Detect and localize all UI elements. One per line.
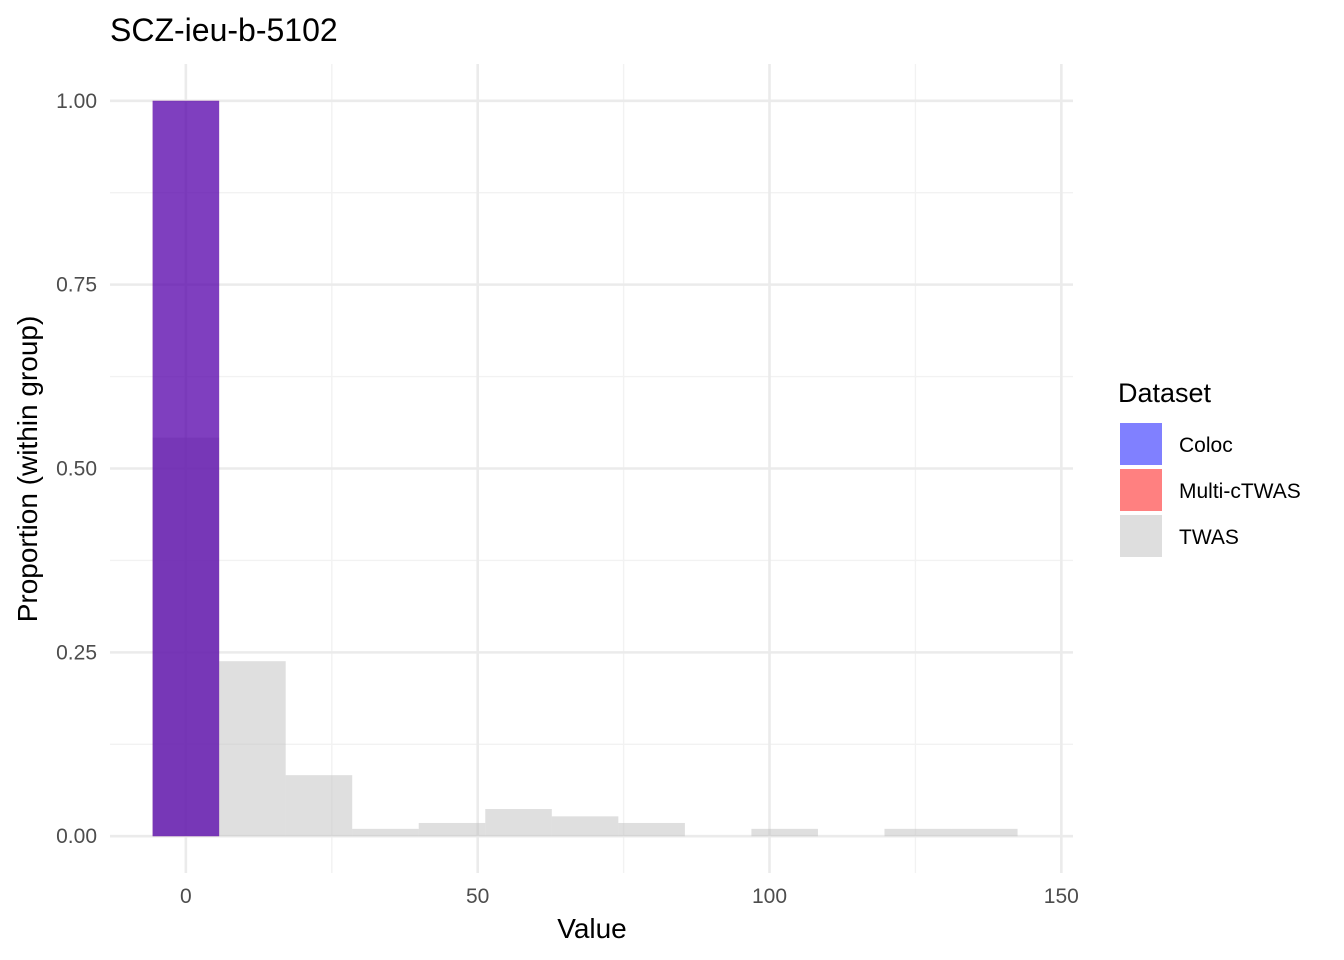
bar-twas — [751, 828, 818, 837]
legend-label-coloc: Coloc — [1179, 434, 1233, 457]
y-tick-label: 0.00 — [56, 825, 97, 848]
bar-twas — [951, 828, 1018, 837]
y-axis-title: Proportion (within group) — [12, 316, 43, 623]
bar-twas — [285, 775, 353, 837]
legend-swatch-multi-ctwas — [1120, 469, 1162, 511]
histogram-bars — [152, 100, 1018, 837]
bar-twas — [352, 828, 419, 837]
y-tick-label: 0.75 — [56, 274, 97, 297]
bar-twas — [418, 822, 486, 837]
x-tick-label: 100 — [752, 885, 787, 908]
y-tick-label: 1.00 — [56, 90, 97, 113]
x-axis-title: Value — [557, 913, 627, 944]
bar-coloc — [152, 100, 220, 837]
x-tick-label: 0 — [180, 885, 192, 908]
x-axis-ticks: 0 50 100 150 — [180, 885, 1079, 908]
y-axis-ticks: 0.00 0.25 0.50 0.75 1.00 — [56, 90, 97, 848]
y-tick-label: 0.25 — [56, 641, 97, 664]
legend-label-multi-ctwas: Multi-cTWAS — [1179, 480, 1301, 503]
legend-swatch-twas — [1120, 515, 1162, 557]
x-tick-label: 50 — [466, 885, 489, 908]
legend: Dataset Coloc Multi-cTWAS TWAS — [1118, 378, 1301, 557]
x-tick-label: 150 — [1044, 885, 1079, 908]
bar-twas — [618, 822, 685, 837]
legend-label-twas: TWAS — [1179, 526, 1239, 549]
legend-swatch-coloc — [1120, 423, 1162, 465]
bar-twas — [219, 661, 286, 837]
bar-twas — [884, 828, 952, 837]
y-tick-label: 0.50 — [56, 458, 97, 481]
chart-title: SCZ-ieu-b-5102 — [110, 12, 338, 48]
legend-title: Dataset — [1118, 378, 1212, 408]
bar-twas — [485, 809, 552, 837]
bar-twas — [551, 816, 619, 837]
